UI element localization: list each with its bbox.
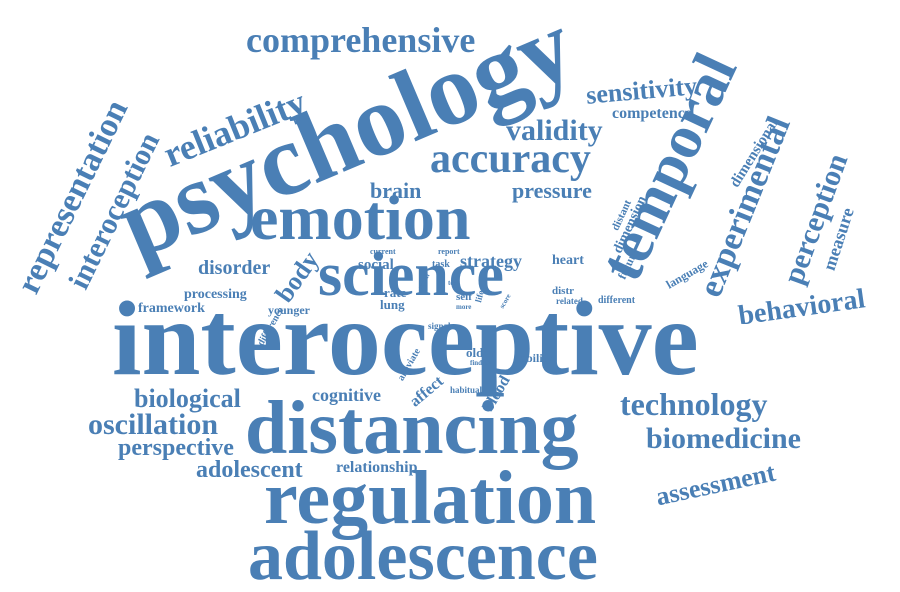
word-regulation: regulation <box>264 456 597 540</box>
word-ability: ability <box>520 351 553 365</box>
word-behavioral: behavioral <box>736 283 868 332</box>
word-science: science <box>318 241 504 309</box>
word-related: related <box>556 296 583 306</box>
word-older: older <box>466 345 495 360</box>
word-finding: finding <box>470 359 492 367</box>
word-younger: younger <box>268 303 310 317</box>
word-technology: technology <box>620 386 768 422</box>
word-text: text <box>448 279 460 287</box>
word-validity: validity <box>506 114 603 147</box>
word-interoceptive: interoceptive <box>112 280 699 397</box>
word-disorder: disorder <box>198 257 271 279</box>
word-report: report <box>438 247 460 256</box>
word-heart: heart <box>552 253 584 268</box>
word-different: different <box>598 295 636 306</box>
word-task: task <box>432 259 450 270</box>
word-cognitive: cognitive <box>312 385 381 405</box>
word-distr: distr <box>552 285 574 297</box>
word-habitual: habitual <box>450 385 483 395</box>
word-relationship: relationship <box>336 459 418 476</box>
word-oscillation: oscillation <box>88 408 219 441</box>
word-rate: rate <box>384 285 407 300</box>
word-self: self <box>456 291 472 303</box>
word-accuracy: accuracy <box>430 136 591 182</box>
word-distancing: distancing <box>245 386 579 470</box>
word-adolescent: adolescent <box>196 457 303 483</box>
word-emotion: emotion <box>250 182 471 253</box>
word-strategy: strategy <box>460 251 522 271</box>
word-more: more <box>456 303 472 311</box>
word-social: social <box>358 257 394 273</box>
word-biological: biological <box>134 384 241 413</box>
word-biomedicine: biomedicine <box>646 422 801 455</box>
word-adolescence: adolescence <box>248 518 598 592</box>
word-competence: competence <box>612 105 692 122</box>
word-processing: processing <box>184 287 247 302</box>
word-framework: framework <box>138 301 205 316</box>
word-comprehensive: comprehensive <box>246 20 476 60</box>
word-brain: brain <box>370 178 422 203</box>
word-perspective: perspective <box>118 435 234 461</box>
word-signal: signal <box>428 321 451 331</box>
word-lung: lung <box>380 297 405 312</box>
word-assessment: assessment <box>653 457 778 512</box>
word-current: current <box>370 247 396 256</box>
word-pressure: pressure <box>512 178 592 203</box>
